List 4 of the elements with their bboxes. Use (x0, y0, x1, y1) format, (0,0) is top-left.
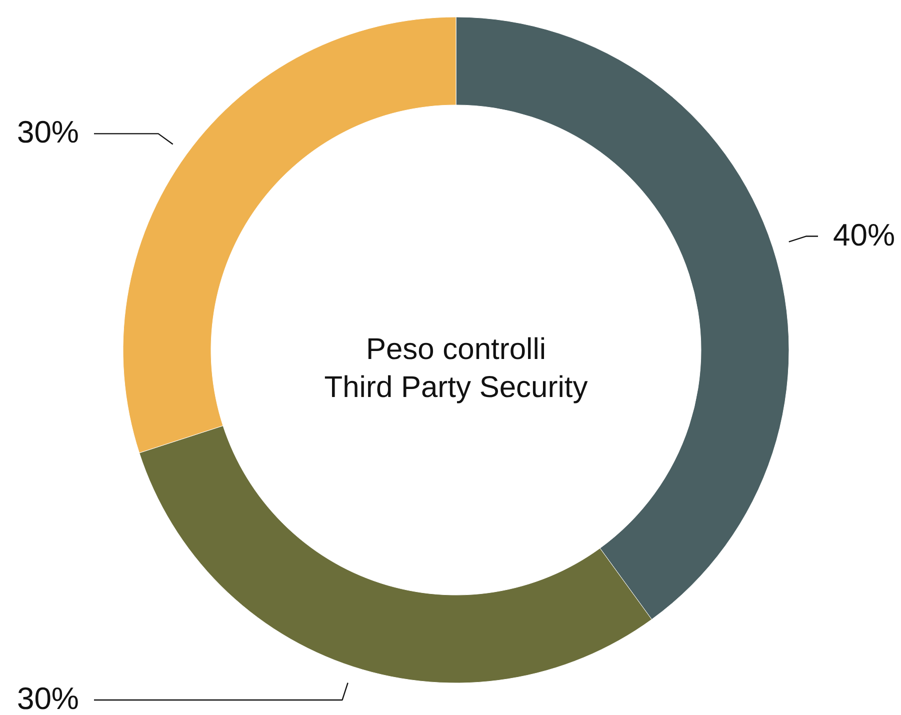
data-label: 30% (16, 680, 79, 715)
text: Peso controlli Third Party Security (324, 333, 588, 404)
data-label: 30% (16, 114, 79, 150)
data-label: 40% (833, 217, 896, 252)
